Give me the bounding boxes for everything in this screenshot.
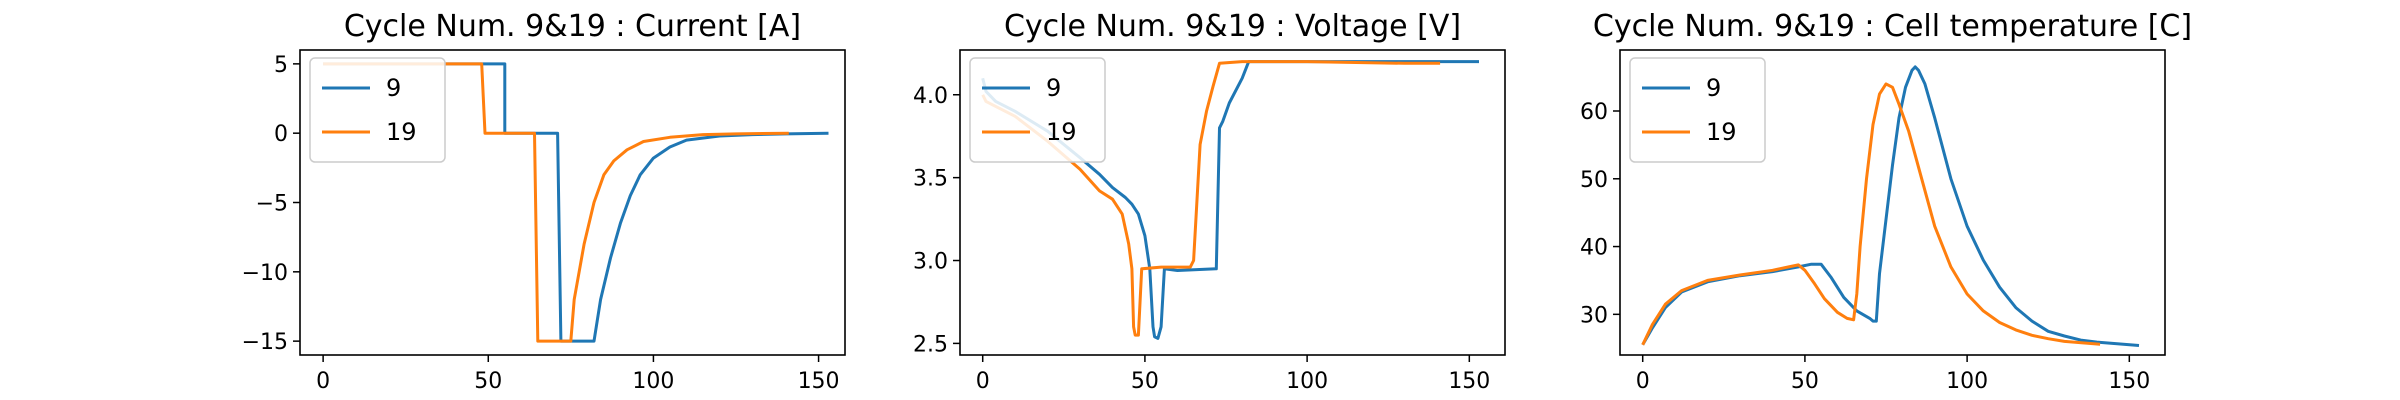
y-tick-label: 5 xyxy=(274,53,288,78)
y-tick-label: 4.0 xyxy=(913,84,948,109)
y-tick-label: −15 xyxy=(242,330,288,355)
y-tick-label: −10 xyxy=(242,261,288,286)
chart-1: Cycle Num. 9&19 : Current [A]0 50 100 15050… xyxy=(242,9,846,394)
x-tick-label: 50 xyxy=(474,369,502,394)
x-tick-label: 50 xyxy=(1791,369,1819,394)
chart-title: Cycle Num. 9&19 : Current [A] xyxy=(344,9,801,44)
axes-frame xyxy=(959,49,1506,356)
x-tick-label: 150 xyxy=(2108,369,2150,394)
legend-label-19: 19 xyxy=(1706,118,1737,146)
chart-title: Cycle Num. 9&19 : Cell temperature [C] xyxy=(1593,9,2192,44)
y-tick-label: 3.0 xyxy=(913,250,948,275)
axes-frame xyxy=(1619,49,2166,356)
y-tick-label: 0 xyxy=(274,122,288,147)
x-tick-label: 100 xyxy=(632,369,674,394)
legend: 9 19 xyxy=(1629,57,1766,163)
legend-label-19: 19 xyxy=(1046,118,1077,146)
x-tick-label: 100 xyxy=(1286,369,1328,394)
series-line-19 xyxy=(1641,82,2101,346)
y-tick-label: 50 xyxy=(1580,168,1608,193)
chart-title: Cycle Num. 9&19 : Voltage [V] xyxy=(1004,9,1461,44)
y-tick-label: 2.5 xyxy=(913,332,948,357)
legend-label-9: 9 xyxy=(1706,74,1721,102)
y-tick-label: 3.5 xyxy=(913,167,948,192)
x-tick-label: 0 xyxy=(1636,369,1650,394)
x-tick-label: 100 xyxy=(1946,369,1988,394)
legend-label-19: 19 xyxy=(386,118,417,146)
legend-label-9: 9 xyxy=(1046,74,1061,102)
legend: 9 19 xyxy=(969,57,1106,163)
legend: 9 19 xyxy=(309,57,446,163)
x-tick-label: 0 xyxy=(976,369,990,394)
x-tick-label: 0 xyxy=(316,369,330,394)
x-tick-label: 50 xyxy=(1131,369,1159,394)
series-line-19 xyxy=(323,62,789,343)
y-tick-label: 30 xyxy=(1580,303,1608,328)
legend-box xyxy=(309,57,446,163)
legend-label-9: 9 xyxy=(386,74,401,102)
y-tick-label: 60 xyxy=(1580,100,1608,125)
legend-box xyxy=(1629,57,1766,163)
chart-3: Cycle Num. 9&19 : Cell temperature [C] 0 5… xyxy=(1580,9,2192,394)
legend-box xyxy=(969,57,1106,163)
x-tick-label: 150 xyxy=(1448,369,1490,394)
y-tick-label: 40 xyxy=(1580,236,1608,261)
chart-2: Cycle Num. 9&19 : Voltage [V] 0 50 100 150 4.… xyxy=(913,9,1506,394)
x-tick-label: 150 xyxy=(798,369,840,394)
y-tick-label: −5 xyxy=(256,192,288,217)
